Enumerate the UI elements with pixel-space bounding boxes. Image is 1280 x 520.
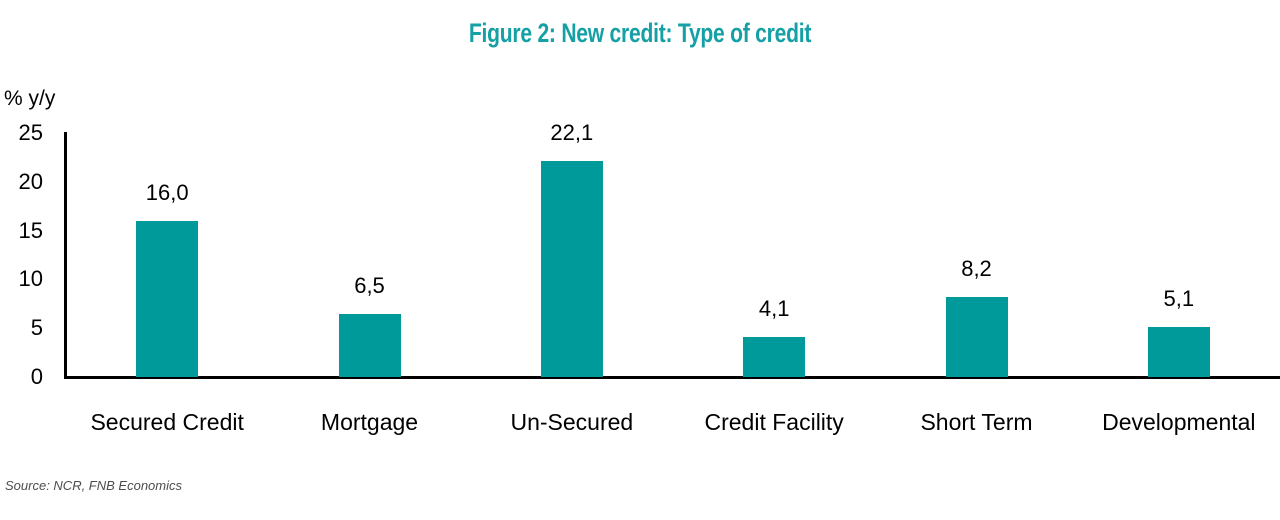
y-axis-tick-label: 25 — [18, 120, 43, 145]
value-label-credit-facility: 4,1 — [758, 295, 790, 321]
y-axis-line — [64, 132, 67, 379]
bar-short-term — [945, 296, 1008, 377]
value-label-secured-credit: 16,0 — [145, 179, 189, 205]
value-label-un-secured: 22,1 — [550, 120, 594, 146]
bar-un-secured — [540, 161, 603, 377]
x-axis-category-label-developmental: Developmental — [1102, 409, 1256, 435]
y-axis-unit-label: % y/y — [4, 87, 56, 110]
y-axis-tick-label: 5 — [30, 315, 43, 341]
bar-secured-credit — [136, 220, 199, 377]
x-axis-category-label-un-secured: Un-Secured — [510, 409, 634, 435]
value-label-mortgage: 6,5 — [354, 272, 385, 298]
x-axis-line — [64, 376, 1280, 379]
y-axis-tick-label: 20 — [18, 168, 43, 194]
x-axis-category-label-credit-facility: Credit Facility — [704, 409, 844, 435]
y-axis-tick-label: 15 — [18, 217, 43, 243]
source-note: Source: NCR, FNB Economics — [5, 478, 182, 493]
bar-credit-facility — [743, 336, 806, 377]
value-label-short-term: 8,2 — [961, 255, 992, 281]
bar-mortgage — [338, 313, 401, 377]
y-axis-tick-label: 0 — [30, 364, 43, 389]
bar-developmental — [1147, 327, 1210, 377]
x-axis-category-label-mortgage: Mortgage — [320, 409, 419, 435]
value-label-developmental: 5,1 — [1163, 286, 1195, 312]
y-axis-tick-label: 10 — [18, 266, 43, 292]
chart-title: Figure 2: New credit: Type of credit — [468, 18, 812, 48]
x-axis-category-label-secured-credit: Secured Credit — [90, 409, 244, 435]
x-axis-category-label-short-term: Short Term — [920, 409, 1033, 435]
